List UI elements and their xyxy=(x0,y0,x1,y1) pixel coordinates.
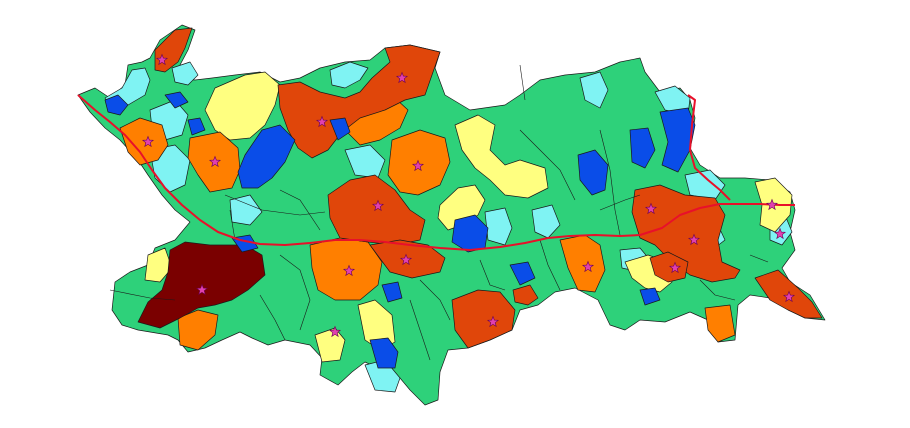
star-icon xyxy=(395,71,409,84)
star-icon xyxy=(141,135,155,148)
star-icon xyxy=(315,115,329,128)
star-icon xyxy=(208,155,222,168)
star-icon xyxy=(765,198,779,211)
star-icon xyxy=(195,283,209,296)
star-icon xyxy=(687,233,701,246)
star-icon xyxy=(371,199,385,212)
star-icon xyxy=(328,325,342,338)
star-icon xyxy=(581,260,595,273)
star-icon xyxy=(644,202,658,215)
star-icon xyxy=(486,315,500,328)
star-icon xyxy=(782,290,796,303)
subdivision-lines xyxy=(109,64,769,361)
star-icon xyxy=(411,159,425,172)
star-icon xyxy=(668,261,682,274)
star-icon xyxy=(342,264,356,277)
star-icon xyxy=(399,253,413,266)
capital-markers xyxy=(141,53,796,338)
star-icon xyxy=(155,53,169,66)
red-orange-districts xyxy=(154,27,823,349)
admin-border xyxy=(77,94,795,251)
star-icon xyxy=(773,227,787,240)
